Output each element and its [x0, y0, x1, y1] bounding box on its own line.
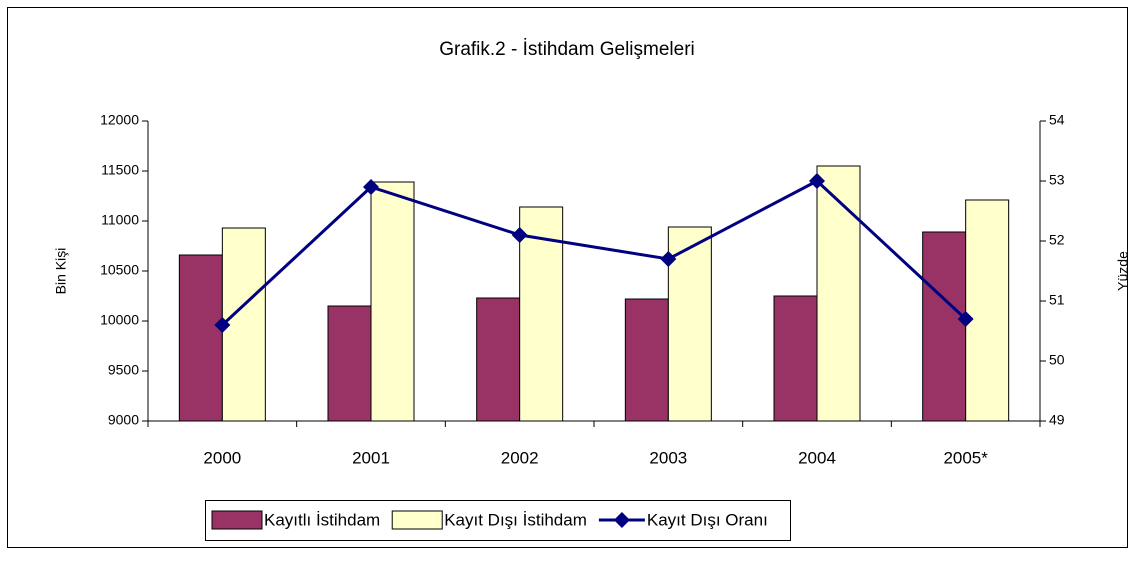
y-tick-label: 11500: [101, 162, 139, 178]
line-marker: [809, 173, 825, 189]
bar: [476, 297, 521, 422]
x-tick-label: 2003: [649, 448, 687, 467]
x-tick-label: 2002: [501, 448, 539, 467]
y-tick-label: 11000: [101, 212, 139, 228]
line-marker: [511, 227, 528, 243]
x-tick-label: 2000: [203, 448, 241, 467]
y2-tick-label: 52: [1049, 232, 1065, 248]
y-tick-label: 12000: [100, 112, 139, 128]
chart-title: Grafik.2 - İstihdam Gelişmeleri: [439, 39, 695, 60]
y2-tick-label: 51: [1049, 292, 1065, 308]
x-tick-label: 2004: [798, 448, 836, 467]
y2-tick-label: 53: [1049, 172, 1065, 188]
y2-axis-label: Yüzde: [1115, 251, 1131, 291]
bar: [773, 295, 818, 422]
bar: [816, 165, 861, 422]
x-tick-label: 2001: [352, 448, 390, 467]
y-tick-label: 9000: [108, 412, 139, 428]
bar: [519, 206, 564, 422]
y-tick-label: 10000: [100, 312, 139, 328]
legend-label: Kayıtlı İstihdam: [264, 510, 380, 529]
legend: [205, 500, 791, 541]
legend-swatch: [391, 510, 443, 530]
y-tick-label: 10500: [100, 262, 139, 278]
line-marker: [957, 311, 974, 327]
y2-tick-label: 50: [1049, 352, 1065, 368]
line-marker: [363, 179, 379, 195]
bar: [965, 199, 1010, 422]
line: [221, 179, 967, 327]
bar: [624, 298, 669, 422]
y-tick-label: 9500: [108, 362, 139, 378]
bar: [922, 231, 967, 422]
line-marker: [660, 251, 677, 267]
y2-tick-label: 54: [1049, 112, 1065, 128]
legend-label: Kayıt Dışı İstihdam: [444, 510, 587, 529]
y2-tick-label: 49: [1049, 412, 1065, 428]
bar: [370, 181, 415, 422]
legend-label: Kayıt Dışı Oranı: [647, 510, 768, 529]
x-tick-label: 2005*: [943, 448, 988, 467]
legend-swatch: [613, 512, 630, 528]
bar: [178, 254, 223, 422]
y-axis-label: Bin Kişi: [53, 248, 69, 295]
legend-swatch: [211, 510, 263, 530]
line-marker: [214, 317, 231, 333]
bar: [327, 305, 372, 422]
